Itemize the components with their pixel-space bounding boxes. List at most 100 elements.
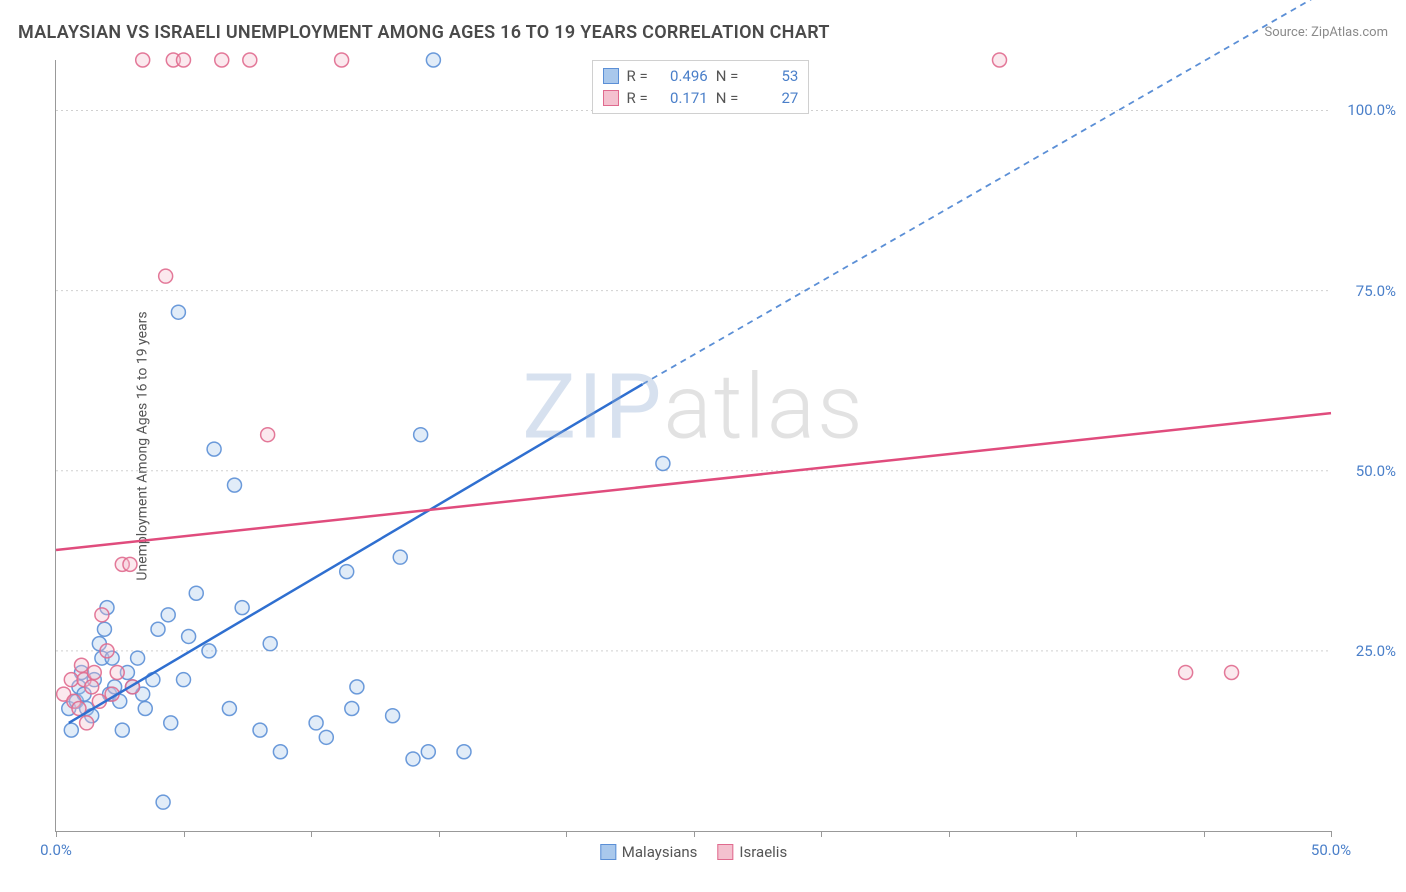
legend-row-malaysians: R = 0.496 N = 53: [603, 65, 799, 87]
chart-container: MALAYSIAN VS ISRAELI UNEMPLOYMENT AMONG …: [0, 0, 1406, 892]
marker-israelis: [85, 680, 99, 694]
marker-israelis: [1179, 665, 1193, 679]
swatch-israelis: [717, 844, 733, 860]
marker-malaysians: [228, 478, 242, 492]
y-tick-label: 25.0%: [1356, 642, 1396, 660]
marker-israelis: [100, 644, 114, 658]
chart-header: MALAYSIAN VS ISRAELI UNEMPLOYMENT AMONG …: [18, 22, 1388, 43]
marker-malaysians: [97, 622, 111, 636]
n-label: N =: [716, 67, 739, 85]
legend-row-israelis: R = 0.171 N = 27: [603, 87, 799, 109]
marker-malaysians: [273, 745, 287, 759]
marker-israelis: [75, 658, 89, 672]
r-value-israelis: 0.171: [656, 89, 708, 107]
trendline-malaysians: [69, 384, 643, 723]
marker-malaysians: [421, 745, 435, 759]
marker-malaysians: [235, 601, 249, 615]
marker-malaysians: [189, 586, 203, 600]
marker-malaysians: [656, 457, 670, 471]
marker-israelis: [1225, 665, 1239, 679]
swatch-malaysians: [603, 68, 619, 84]
series-legend: Malaysians Israelis: [600, 843, 787, 861]
source-prefix: Source:: [1264, 25, 1311, 40]
marker-malaysians: [207, 442, 221, 456]
y-tick-label: 100.0%: [1347, 101, 1396, 119]
x-tick-mark: [1204, 831, 1205, 837]
x-tick-label: 0.0%: [40, 841, 72, 859]
marker-israelis: [87, 665, 101, 679]
marker-malaysians: [151, 622, 165, 636]
n-value-malaysians: 53: [746, 67, 798, 85]
marker-malaysians: [171, 305, 185, 319]
x-tick-mark: [566, 831, 567, 837]
correlation-legend: R = 0.496 N = 53 R = 0.171 N = 27: [592, 60, 810, 114]
swatch-israelis: [603, 90, 619, 106]
r-value-malaysians: 0.496: [656, 67, 708, 85]
x-tick-mark: [1331, 831, 1332, 837]
x-tick-mark: [1076, 831, 1077, 837]
plot-svg: [56, 60, 1331, 831]
y-tick-label: 50.0%: [1356, 462, 1396, 480]
plot-area: ZIPatlas R = 0.496 N = 53 R = 0.171 N = …: [55, 60, 1331, 832]
marker-malaysians: [115, 723, 129, 737]
legend-item-israelis: Israelis: [717, 843, 787, 861]
swatch-malaysians: [600, 844, 616, 860]
marker-malaysians: [138, 702, 152, 716]
marker-israelis: [993, 53, 1007, 67]
x-tick-mark: [821, 831, 822, 837]
marker-malaysians: [263, 637, 277, 651]
marker-malaysians: [393, 550, 407, 564]
marker-israelis: [110, 665, 124, 679]
marker-israelis: [80, 716, 94, 730]
marker-malaysians: [345, 702, 359, 716]
marker-malaysians: [406, 752, 420, 766]
trendline-israelis: [56, 413, 1331, 550]
marker-malaysians: [340, 565, 354, 579]
x-tick-label: 50.0%: [1311, 841, 1351, 859]
marker-malaysians: [131, 651, 145, 665]
n-value-israelis: 27: [746, 89, 798, 107]
marker-israelis: [136, 53, 150, 67]
marker-malaysians: [156, 795, 170, 809]
marker-malaysians: [182, 629, 196, 643]
marker-israelis: [95, 608, 109, 622]
marker-malaysians: [457, 745, 471, 759]
y-tick-label: 75.0%: [1356, 282, 1396, 300]
marker-malaysians: [319, 730, 333, 744]
marker-israelis: [215, 53, 229, 67]
marker-israelis: [64, 673, 78, 687]
marker-malaysians: [350, 680, 364, 694]
marker-malaysians: [164, 716, 178, 730]
marker-israelis: [159, 269, 173, 283]
x-tick-mark: [694, 831, 695, 837]
marker-malaysians: [64, 723, 78, 737]
legend-label-israelis: Israelis: [739, 843, 787, 861]
marker-malaysians: [202, 644, 216, 658]
r-label: R =: [627, 89, 648, 107]
marker-malaysians: [426, 53, 440, 67]
marker-israelis: [243, 53, 257, 67]
marker-israelis: [177, 53, 191, 67]
x-tick-mark: [56, 831, 57, 837]
marker-malaysians: [309, 716, 323, 730]
x-tick-mark: [184, 831, 185, 837]
marker-malaysians: [222, 702, 236, 716]
source-name: ZipAtlas.com: [1311, 25, 1388, 40]
chart-title: MALAYSIAN VS ISRAELI UNEMPLOYMENT AMONG …: [18, 22, 830, 43]
trendline-dash-malaysians: [643, 0, 1332, 384]
r-label: R =: [627, 67, 648, 85]
marker-israelis: [335, 53, 349, 67]
n-label: N =: [716, 89, 739, 107]
x-tick-mark: [311, 831, 312, 837]
marker-malaysians: [177, 673, 191, 687]
legend-label-malaysians: Malaysians: [622, 843, 698, 861]
marker-israelis: [123, 557, 137, 571]
legend-item-malaysians: Malaysians: [600, 843, 698, 861]
marker-malaysians: [161, 608, 175, 622]
x-tick-mark: [439, 831, 440, 837]
marker-israelis: [261, 428, 275, 442]
marker-malaysians: [253, 723, 267, 737]
x-tick-mark: [949, 831, 950, 837]
marker-malaysians: [414, 428, 428, 442]
chart-source: Source: ZipAtlas.com: [1264, 25, 1388, 40]
